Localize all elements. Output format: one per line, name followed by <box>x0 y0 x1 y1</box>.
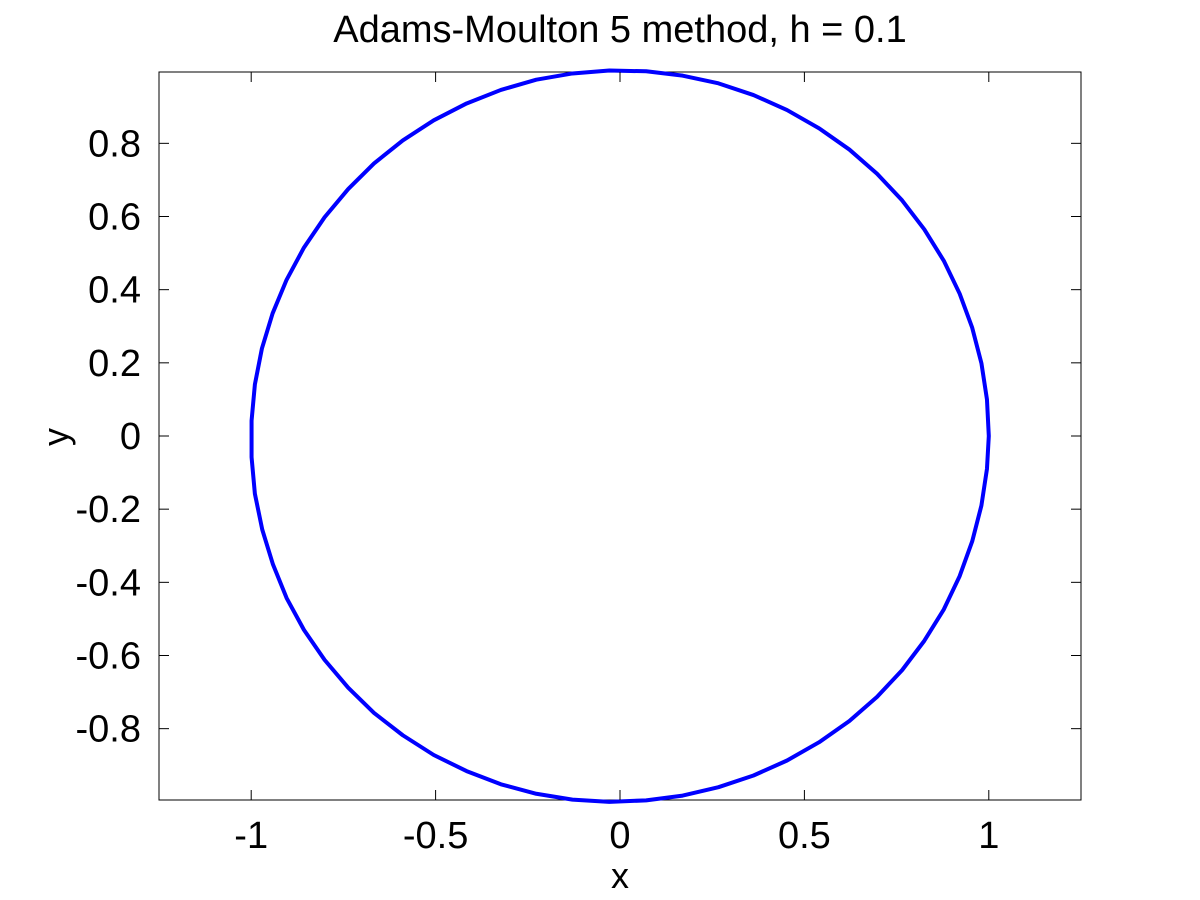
y-axis-label: y <box>35 428 76 446</box>
y-tick-label: 0.8 <box>88 123 141 165</box>
chart-title: Adams-Moulton 5 method, h = 0.1 <box>333 9 907 51</box>
y-tick-label: -0.2 <box>76 489 141 531</box>
x-tick-label: 0 <box>609 815 630 857</box>
x-axis-label: x <box>611 855 629 896</box>
y-ticks: -0.8 -0.6 -0.4 -0.2 0 0.2 0.4 0.6 0.8 <box>76 123 1081 751</box>
x-tick-label: -1 <box>234 815 268 857</box>
y-tick-label: -0.8 <box>76 709 141 751</box>
y-tick-label: -0.4 <box>76 562 141 604</box>
y-tick-label: 0.6 <box>88 197 141 239</box>
series-line-0 <box>249 68 991 804</box>
x-tick-label: 1 <box>978 815 999 857</box>
y-tick-label: 0 <box>120 416 141 458</box>
y-tick-label: -0.6 <box>76 635 141 677</box>
x-tick-label: 0.5 <box>778 815 831 857</box>
series-layer <box>249 68 991 804</box>
y-tick-label: 0.2 <box>88 343 141 385</box>
y-tick-label: 0.4 <box>88 270 141 312</box>
x-tick-label: -0.5 <box>403 815 468 857</box>
plot-area: -1 -0.5 0 0.5 1 -0.8 -0.6 -0.4 -0.2 0 0.2 0.4 0.6 0.… <box>76 68 1082 857</box>
x-ticks: -1 -0.5 0 0.5 1 <box>234 72 999 857</box>
